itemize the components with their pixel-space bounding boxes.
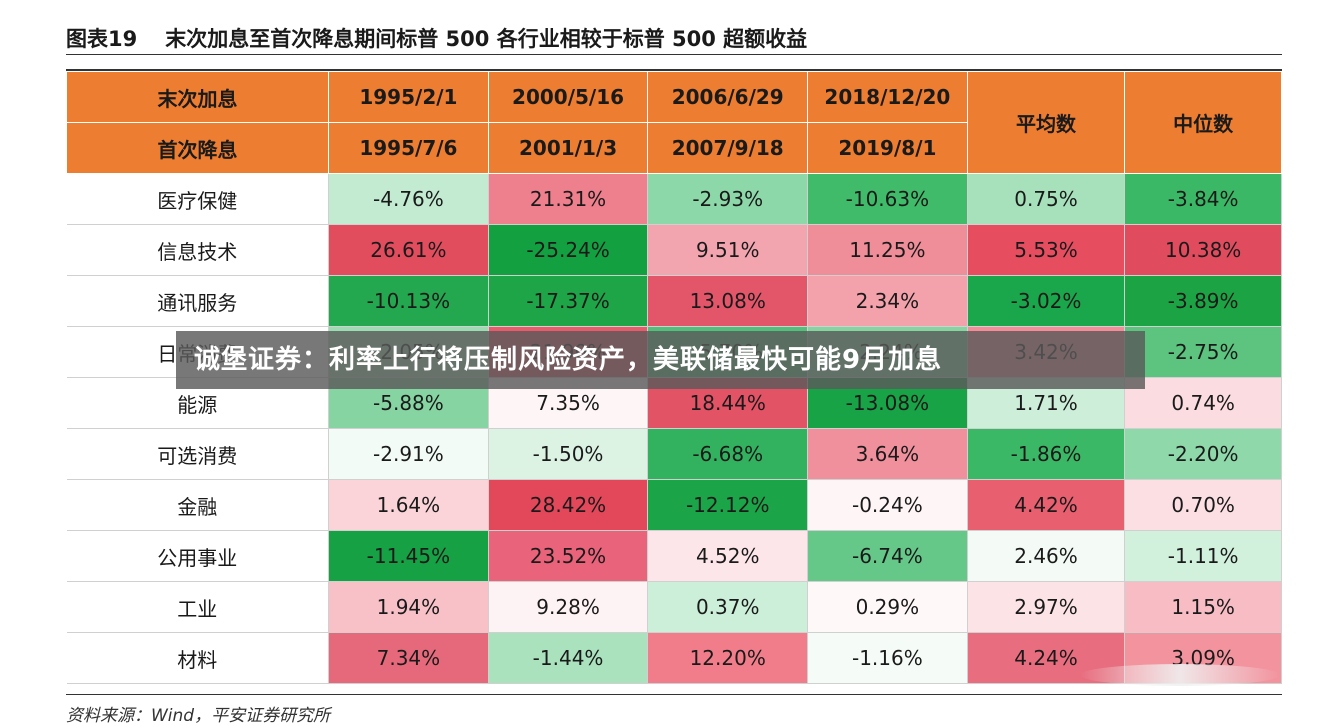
median-excess-return: 0.74% bbox=[1124, 377, 1282, 429]
excess-return-table: 末次加息 1995/2/1 2000/5/16 2006/6/29 2018/1… bbox=[65, 69, 1282, 684]
period-excess-return: -1.16% bbox=[807, 632, 968, 684]
median-excess-return: -2.20% bbox=[1124, 428, 1282, 480]
average-excess-return: -3.02% bbox=[967, 275, 1126, 327]
figure-title-text: 末次加息至首次降息期间标普 500 各行业相较于标普 500 超额收益 bbox=[165, 27, 808, 51]
period-excess-return: -2.93% bbox=[647, 173, 809, 225]
average-excess-return: 2.46% bbox=[967, 530, 1126, 582]
table-row: 金融 1.64% 28.42% -12.12% -0.24% 4.42% 0.70% bbox=[66, 479, 1282, 531]
header-last-hike-date: 1995/2/1 bbox=[328, 71, 489, 123]
sector-name: 信息技术 bbox=[66, 224, 330, 276]
period-excess-return: 23.52% bbox=[488, 530, 649, 582]
median-excess-return: 10.38% bbox=[1124, 224, 1282, 276]
table-row: 通讯服务 -10.13% -17.37% 13.08% 2.34% -3.02% -3.89… bbox=[66, 275, 1282, 327]
header-first-cut-date: 2007/9/18 bbox=[647, 122, 809, 174]
sector-name: 金融 bbox=[66, 479, 330, 531]
header-row-last-hike: 末次加息 1995/2/1 2000/5/16 2006/6/29 2018/1… bbox=[65, 71, 1282, 174]
period-excess-return: 11.25% bbox=[807, 224, 968, 276]
period-excess-return: 0.37% bbox=[647, 581, 809, 633]
sector-name: 工业 bbox=[66, 581, 330, 633]
period-excess-return: -10.13% bbox=[328, 275, 489, 327]
sector-name: 医疗保健 bbox=[66, 173, 330, 225]
median-excess-return: 1.15% bbox=[1124, 581, 1282, 633]
header-label-first-cut: 首次降息 bbox=[65, 122, 330, 174]
median-excess-return: -1.11% bbox=[1124, 530, 1282, 582]
period-excess-return: 9.51% bbox=[647, 224, 809, 276]
figure-title: 图表19 末次加息至首次降息期间标普 500 各行业相较于标普 500 超额收益 bbox=[66, 22, 1282, 55]
average-excess-return: -1.86% bbox=[967, 428, 1126, 480]
header-label-last-hike: 末次加息 bbox=[65, 71, 330, 123]
header-first-cut-date: 1995/7/6 bbox=[328, 122, 489, 174]
period-excess-return: 12.20% bbox=[647, 632, 809, 684]
sector-name: 能源 bbox=[66, 377, 330, 429]
header-average: 平均数 bbox=[966, 71, 1126, 174]
table-row: 工业 1.94% 9.28% 0.37% 0.29% 2.97% 1.15% bbox=[66, 581, 1282, 633]
sector-name: 公用事业 bbox=[66, 530, 330, 582]
table-body: 医疗保健 -4.76% 21.31% -2.93% -10.63% 0.75% -3.84%… bbox=[66, 173, 1282, 684]
period-excess-return: -11.45% bbox=[328, 530, 489, 582]
period-excess-return: 9.28% bbox=[488, 581, 649, 633]
table-row: 可选消费 -2.91% -1.50% -6.68% 3.64% -1.86% -2.20% bbox=[66, 428, 1282, 480]
sector-name: 材料 bbox=[66, 632, 330, 684]
period-excess-return: -2.91% bbox=[328, 428, 489, 480]
header-last-hike-date: 2006/6/29 bbox=[647, 71, 809, 123]
period-excess-return: 1.64% bbox=[328, 479, 489, 531]
figure-number: 图表19 bbox=[66, 27, 138, 51]
period-excess-return: -1.44% bbox=[488, 632, 649, 684]
table-row: 医疗保健 -4.76% 21.31% -2.93% -10.63% 0.75% -3.84% bbox=[66, 173, 1282, 225]
period-excess-return: -12.12% bbox=[647, 479, 809, 531]
sector-name: 通讯服务 bbox=[66, 275, 330, 327]
header-first-cut-date: 2001/1/3 bbox=[487, 122, 649, 174]
scan-smudge bbox=[1080, 664, 1280, 686]
period-excess-return: -1.50% bbox=[488, 428, 649, 480]
average-excess-return: 2.97% bbox=[967, 581, 1126, 633]
period-excess-return: 7.34% bbox=[328, 632, 489, 684]
period-excess-return: -6.68% bbox=[647, 428, 809, 480]
period-excess-return: -17.37% bbox=[488, 275, 649, 327]
period-excess-return: 4.52% bbox=[647, 530, 809, 582]
period-excess-return: -25.24% bbox=[488, 224, 649, 276]
period-excess-return: 13.08% bbox=[647, 275, 809, 327]
period-excess-return: 21.31% bbox=[488, 173, 649, 225]
sector-name: 可选消费 bbox=[66, 428, 330, 480]
overlay-headline-banner: 诚堡证券：利率上行将压制风险资产，美联储最快可能9月加息 bbox=[176, 331, 1145, 389]
period-excess-return: -0.24% bbox=[807, 479, 968, 531]
header-row-first-cut: 首次降息 1995/7/6 2001/1/3 2007/9/18 2019/8/… bbox=[65, 122, 1282, 174]
median-excess-return: -3.89% bbox=[1124, 275, 1282, 327]
header-first-cut-date: 2019/8/1 bbox=[807, 122, 968, 174]
period-excess-return: 28.42% bbox=[488, 479, 649, 531]
median-excess-return: -3.84% bbox=[1124, 173, 1282, 225]
header-median: 中位数 bbox=[1124, 71, 1282, 174]
average-excess-return: 4.42% bbox=[967, 479, 1126, 531]
period-excess-return: 0.29% bbox=[807, 581, 968, 633]
period-excess-return: -6.74% bbox=[807, 530, 968, 582]
median-excess-return: 0.70% bbox=[1124, 479, 1282, 531]
period-excess-return: 26.61% bbox=[328, 224, 489, 276]
median-excess-return: -2.75% bbox=[1124, 326, 1282, 378]
average-excess-return: 5.53% bbox=[967, 224, 1126, 276]
period-excess-return: 3.64% bbox=[807, 428, 968, 480]
header-last-hike-date: 2018/12/20 bbox=[807, 71, 968, 123]
average-excess-return: 0.75% bbox=[967, 173, 1126, 225]
header-last-hike-date: 2000/5/16 bbox=[487, 71, 649, 123]
table-row: 公用事业 -11.45% 23.52% 4.52% -6.74% 2.46% -1.11% bbox=[66, 530, 1282, 582]
period-excess-return: -4.76% bbox=[328, 173, 489, 225]
period-excess-return: 2.34% bbox=[807, 275, 968, 327]
period-excess-return: 1.94% bbox=[328, 581, 489, 633]
source-note: 资料来源：Wind，平安证券研究所 bbox=[66, 694, 1282, 726]
period-excess-return: -10.63% bbox=[807, 173, 968, 225]
table-row: 信息技术 26.61% -25.24% 9.51% 11.25% 5.53% 10.38% bbox=[66, 224, 1282, 276]
